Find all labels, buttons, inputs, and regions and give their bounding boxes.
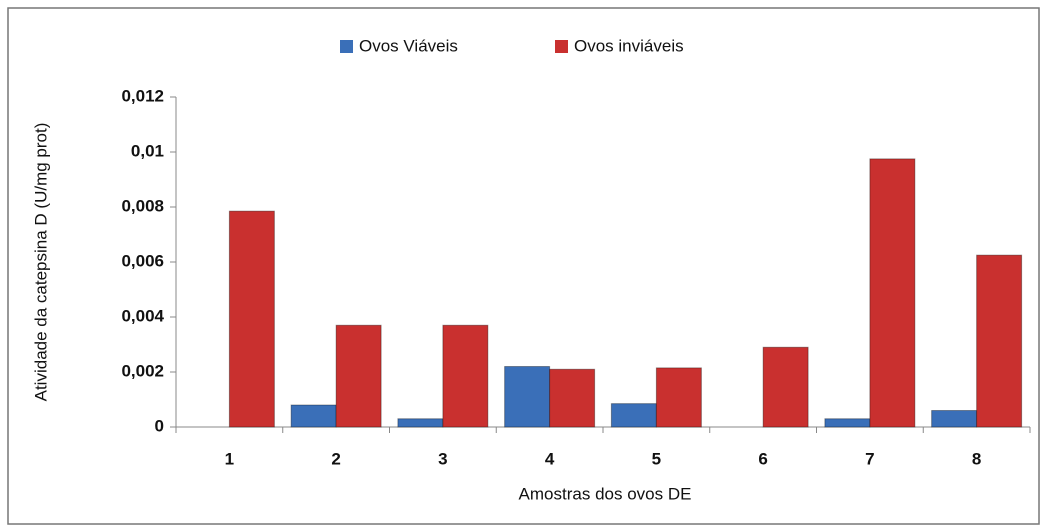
bar (824, 418, 871, 428)
bar (228, 210, 275, 428)
y-tick-label: 0,01 (131, 141, 164, 160)
legend-label: Ovos Viáveis (359, 36, 458, 55)
x-tick-label: 5 (652, 449, 661, 468)
bar (869, 158, 916, 428)
bar (504, 366, 551, 428)
bar (549, 368, 596, 428)
bar (610, 403, 657, 428)
bar (442, 324, 489, 428)
bar (290, 404, 337, 428)
x-axis-label: Amostras dos ovos DE (519, 484, 692, 503)
y-tick-label: 0,008 (121, 196, 164, 215)
bar (931, 410, 978, 428)
bar (762, 346, 809, 428)
legend-swatch (555, 40, 568, 53)
y-axis-label: Atividade da catepsina D (U/mg prot) (31, 123, 50, 402)
x-tick-label: 2 (331, 449, 340, 468)
legend-label: Ovos inviáveis (574, 36, 684, 55)
bar (976, 254, 1023, 428)
bar (335, 324, 382, 428)
y-tick-label: 0,002 (121, 361, 164, 380)
legend-swatch (340, 40, 353, 53)
x-tick-label: 4 (545, 449, 555, 468)
x-tick-label: 6 (758, 449, 767, 468)
chart-border (7, 7, 1040, 525)
y-tick-label: 0 (155, 416, 164, 435)
y-tick-label: 0,004 (121, 306, 164, 325)
bar (655, 367, 702, 428)
y-tick-label: 0,012 (121, 86, 164, 105)
x-tick-label: 7 (865, 449, 874, 468)
x-tick-label: 3 (438, 449, 447, 468)
bar (397, 418, 444, 428)
x-tick-label: 1 (225, 449, 234, 468)
y-tick-label: 0,006 (121, 251, 164, 270)
x-tick-label: 8 (972, 449, 981, 468)
